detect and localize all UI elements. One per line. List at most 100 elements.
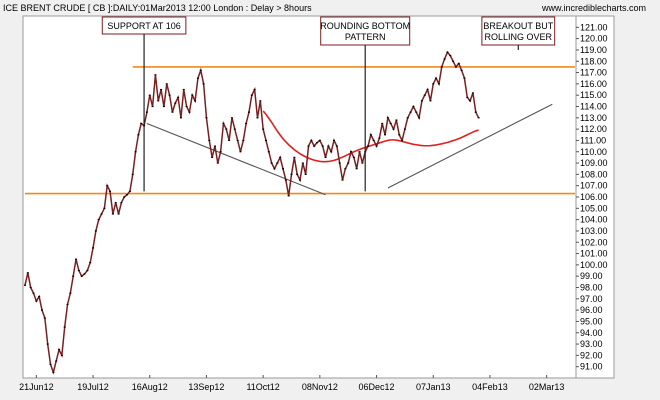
price-point [409, 111, 412, 113]
price-point [185, 105, 188, 108]
price-point [174, 102, 177, 104]
price-point [213, 145, 216, 147]
price-point [386, 117, 389, 119]
y-tick-label: 96.00 [580, 305, 603, 315]
price-point [372, 139, 375, 142]
price-point [63, 326, 66, 328]
y-tick-label: 108.00 [580, 169, 608, 179]
x-tick-label: 04Feb13 [472, 382, 508, 392]
price-point [171, 111, 174, 113]
y-tick-label: 107.00 [580, 181, 608, 191]
price-point [168, 94, 171, 96]
price-point [219, 151, 222, 153]
price-point [344, 168, 347, 170]
price-point [151, 105, 154, 108]
price-point [179, 117, 182, 119]
price-point [452, 60, 455, 62]
moving-average-layer [262, 110, 479, 163]
price-point [259, 100, 262, 102]
x-tick-label: 11Oct12 [246, 382, 279, 392]
price-point [160, 88, 163, 91]
y-tick-label: 94.00 [580, 328, 603, 338]
price-point [182, 88, 185, 91]
price-point [205, 117, 208, 119]
price-point [324, 156, 327, 159]
y-tick-label: 104.00 [580, 215, 608, 225]
y-tick-label: 117.00 [580, 68, 607, 78]
price-point [26, 272, 29, 274]
price-point [361, 162, 364, 164]
price-point [131, 173, 134, 175]
y-tick-label: 116.00 [580, 79, 607, 89]
y-tick-label: 105.00 [580, 203, 608, 213]
price-point [389, 122, 392, 125]
price-point [69, 292, 72, 294]
price-layer [24, 50, 480, 375]
price-point [310, 139, 313, 142]
price-point [469, 100, 472, 102]
price-point [401, 139, 404, 142]
price-point [446, 51, 449, 53]
price-point [463, 77, 466, 79]
price-point [97, 219, 100, 221]
price-point [264, 139, 267, 142]
price-point [247, 111, 250, 113]
trendline-1 [146, 122, 326, 196]
price-point [392, 128, 395, 130]
price-point [35, 300, 38, 302]
price-point [256, 117, 259, 119]
price-point [177, 96, 180, 99]
price-point [32, 292, 35, 294]
price-point [423, 94, 426, 96]
price-point [230, 117, 233, 119]
annotation-text: SUPPORT AT 106 [107, 21, 180, 31]
y-tick-label: 98.00 [580, 283, 603, 293]
annotation-text: ROUNDING BOTTOM [320, 21, 410, 31]
price-point [279, 156, 282, 159]
price-point [29, 286, 32, 289]
x-tick-label: 07Jan13 [416, 382, 451, 392]
price-point [66, 303, 69, 306]
y-tick-label: 111.00 [580, 135, 606, 145]
y-tick-label: 97.00 [580, 294, 603, 304]
price-point [420, 100, 423, 102]
price-point [418, 117, 421, 119]
price-point [103, 207, 106, 209]
price-point [111, 213, 114, 215]
x-tick-label: 21Jun12 [19, 382, 54, 392]
price-point [375, 145, 378, 147]
price-point [352, 156, 355, 159]
annotation-1: SUPPORT AT 106 [101, 16, 187, 192]
price-point [307, 145, 310, 147]
price-point [58, 349, 61, 351]
annotation-text: BREAKOUT BUT [483, 21, 553, 31]
price-point [148, 94, 151, 96]
price-point [457, 62, 460, 65]
price-point [253, 88, 256, 91]
price-point [369, 134, 372, 136]
price-point [367, 145, 370, 147]
price-point [395, 119, 398, 121]
price-point [41, 309, 44, 311]
price-point [284, 179, 287, 181]
price-point [194, 100, 197, 102]
y-tick-label: 106.00 [580, 192, 608, 202]
price-point [276, 162, 279, 164]
price-point [318, 139, 321, 142]
price-point [333, 139, 336, 142]
price-point [250, 94, 253, 96]
price-point [321, 145, 324, 147]
reference-lines [25, 66, 575, 195]
price-point [273, 168, 276, 170]
y-tick-label: 93.00 [580, 339, 603, 349]
y-tick-label: 99.00 [580, 271, 603, 281]
price-point [100, 213, 103, 215]
price-point [350, 151, 353, 153]
price-point [460, 69, 463, 71]
price-point [477, 117, 480, 119]
annotation-box [481, 16, 556, 46]
price-point [316, 142, 319, 144]
site-link[interactable]: www.incrediblecharts.com [541, 3, 646, 13]
